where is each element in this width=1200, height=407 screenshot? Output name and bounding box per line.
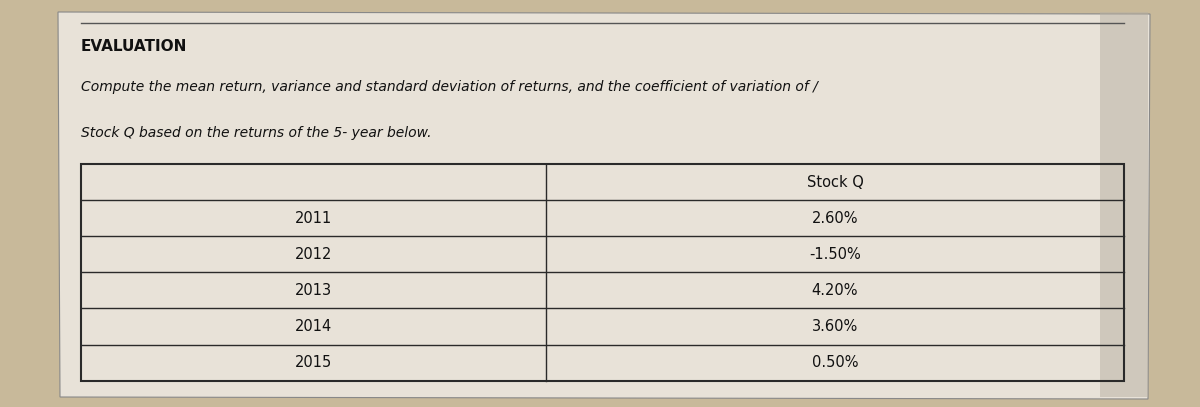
- Text: Compute the mean return, variance and standard deviation of returns, and the coe: Compute the mean return, variance and st…: [80, 81, 817, 94]
- Text: 2012: 2012: [295, 247, 332, 262]
- Text: 3.60%: 3.60%: [812, 319, 858, 334]
- Polygon shape: [1100, 12, 1148, 397]
- Text: 2013: 2013: [295, 283, 332, 298]
- Polygon shape: [58, 12, 1150, 399]
- Text: 4.20%: 4.20%: [812, 283, 858, 298]
- Text: Stock Q based on the returns of the 5- year below.: Stock Q based on the returns of the 5- y…: [80, 126, 431, 140]
- Text: 2014: 2014: [295, 319, 332, 334]
- Text: 2.60%: 2.60%: [812, 211, 858, 225]
- Text: 2011: 2011: [295, 211, 332, 225]
- Text: 2015: 2015: [295, 355, 332, 370]
- Text: -1.50%: -1.50%: [809, 247, 860, 262]
- Text: Stock Q: Stock Q: [806, 175, 864, 190]
- Bar: [80, 164, 1124, 381]
- Text: EVALUATION: EVALUATION: [80, 39, 187, 54]
- Text: 0.50%: 0.50%: [812, 355, 858, 370]
